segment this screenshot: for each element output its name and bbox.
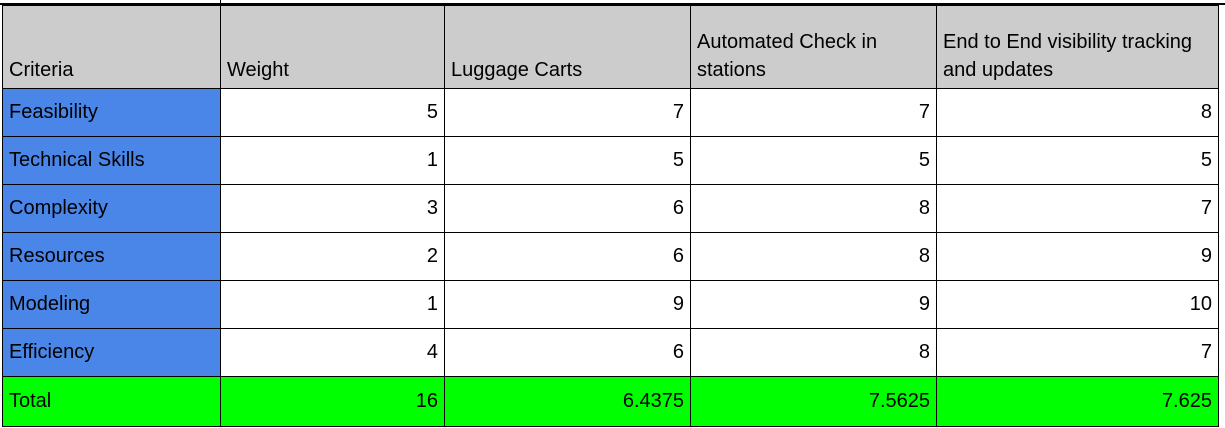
header-weight[interactable]: Weight xyxy=(220,5,445,89)
weight-cell[interactable]: 4 xyxy=(220,328,445,377)
table-row: Modeling 1 9 9 10 xyxy=(2,280,1219,329)
table-row: Resources 2 6 8 9 xyxy=(2,232,1219,281)
luggage-carts-cell[interactable]: 5 xyxy=(444,136,691,185)
end-to-end-cell[interactable]: 8 xyxy=(936,88,1219,137)
luggage-carts-cell[interactable]: 6 xyxy=(444,328,691,377)
automated-check-in-cell[interactable]: 9 xyxy=(690,280,937,329)
weight-cell[interactable]: 2 xyxy=(220,232,445,281)
total-automated-check-in-cell[interactable]: 7.5625 xyxy=(690,376,937,427)
automated-check-in-cell[interactable]: 8 xyxy=(690,184,937,233)
end-to-end-cell[interactable]: 9 xyxy=(936,232,1219,281)
automated-check-in-cell[interactable]: 7 xyxy=(690,88,937,137)
end-to-end-cell[interactable]: 5 xyxy=(936,136,1219,185)
weight-cell[interactable]: 3 xyxy=(220,184,445,233)
criteria-cell[interactable]: Technical Skills xyxy=(2,136,221,185)
total-end-to-end-cell[interactable]: 7.625 xyxy=(936,376,1219,427)
total-weight-cell[interactable]: 16 xyxy=(220,376,445,427)
header-luggage-carts[interactable]: Luggage Carts xyxy=(444,5,691,89)
top-border-strip xyxy=(0,0,1225,5)
weight-cell[interactable]: 1 xyxy=(220,280,445,329)
luggage-carts-cell[interactable]: 6 xyxy=(444,232,691,281)
total-luggage-carts-cell[interactable]: 6.4375 xyxy=(444,376,691,427)
header-row: Criteria Weight Luggage Carts Automated … xyxy=(2,5,1219,89)
header-automated-check-in[interactable]: Automated Check in stations xyxy=(690,5,937,89)
total-label-cell[interactable]: Total xyxy=(2,376,221,427)
table-row: Feasibility 5 7 7 8 xyxy=(2,88,1219,137)
criteria-cell[interactable]: Feasibility xyxy=(2,88,221,137)
criteria-cell[interactable]: Efficiency xyxy=(2,328,221,377)
luggage-carts-cell[interactable]: 7 xyxy=(444,88,691,137)
end-to-end-cell[interactable]: 10 xyxy=(936,280,1219,329)
decision-matrix-table: Criteria Weight Luggage Carts Automated … xyxy=(2,5,1219,427)
header-criteria[interactable]: Criteria xyxy=(2,5,221,89)
table-row: Efficiency 4 6 8 7 xyxy=(2,328,1219,377)
luggage-carts-cell[interactable]: 6 xyxy=(444,184,691,233)
criteria-cell[interactable]: Modeling xyxy=(2,280,221,329)
end-to-end-cell[interactable]: 7 xyxy=(936,184,1219,233)
end-to-end-cell[interactable]: 7 xyxy=(936,328,1219,377)
automated-check-in-cell[interactable]: 8 xyxy=(690,232,937,281)
header-end-to-end-visibility[interactable]: End to End visibility tracking and updat… xyxy=(936,5,1219,89)
table-row: Complexity 3 6 8 7 xyxy=(2,184,1219,233)
automated-check-in-cell[interactable]: 8 xyxy=(690,328,937,377)
table-row: Technical Skills 1 5 5 5 xyxy=(2,136,1219,185)
total-row: Total 16 6.4375 7.5625 7.625 xyxy=(2,376,1219,427)
column-divider-tick xyxy=(220,0,221,5)
luggage-carts-cell[interactable]: 9 xyxy=(444,280,691,329)
automated-check-in-cell[interactable]: 5 xyxy=(690,136,937,185)
weight-cell[interactable]: 5 xyxy=(220,88,445,137)
criteria-cell[interactable]: Complexity xyxy=(2,184,221,233)
weight-cell[interactable]: 1 xyxy=(220,136,445,185)
criteria-cell[interactable]: Resources xyxy=(2,232,221,281)
